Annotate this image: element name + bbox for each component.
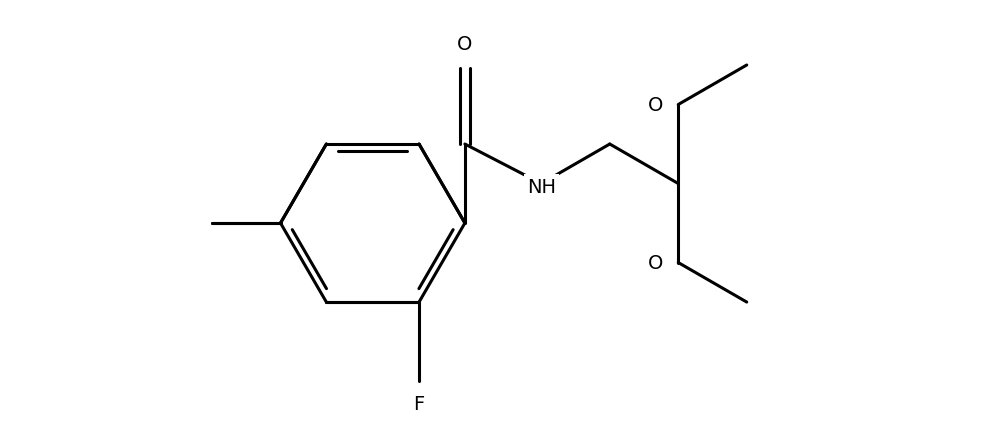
Text: O: O bbox=[457, 35, 473, 54]
Text: NH: NH bbox=[526, 177, 556, 196]
Text: O: O bbox=[648, 96, 663, 115]
Text: O: O bbox=[648, 253, 663, 272]
Text: F: F bbox=[413, 394, 425, 413]
